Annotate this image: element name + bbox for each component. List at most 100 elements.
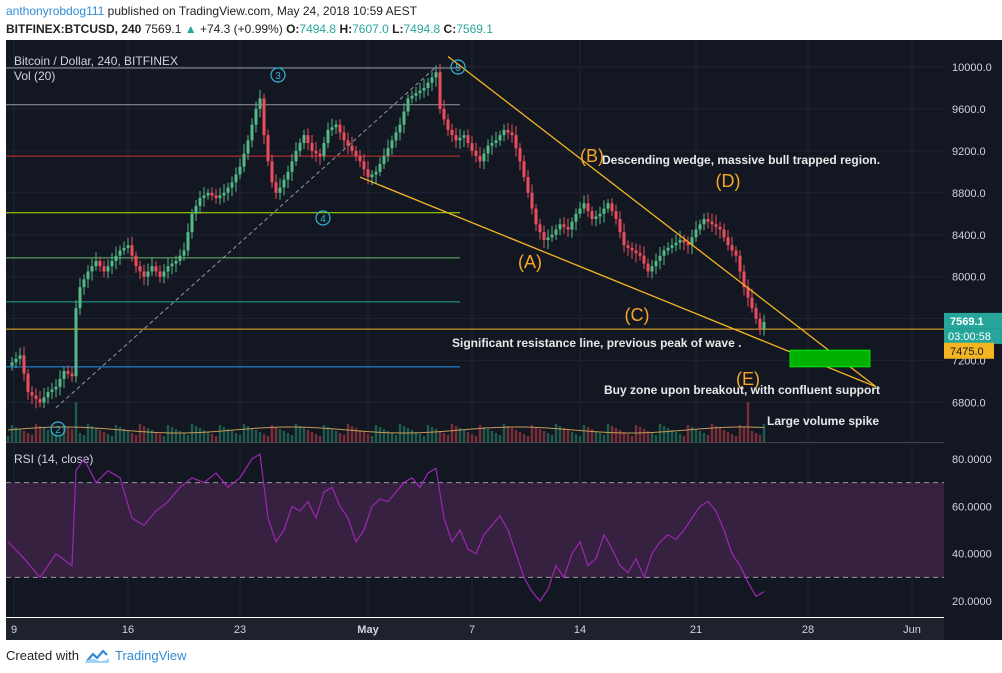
candle-body	[670, 245, 674, 248]
y-tick-label: 9600.0	[952, 104, 986, 116]
volume-bar	[50, 432, 54, 442]
y-tick-label: 9200.0	[952, 146, 986, 158]
volume-bar	[722, 430, 726, 442]
high-value: 7607.0	[352, 22, 389, 36]
volume-bar	[538, 429, 542, 442]
volume-bar	[682, 436, 686, 442]
volume-bar	[582, 425, 586, 442]
candle-body	[594, 216, 598, 220]
candle-body	[554, 229, 558, 235]
candle-body	[518, 148, 522, 162]
candle-body	[490, 143, 494, 146]
volume-bar	[522, 434, 526, 442]
open-label: O:	[286, 22, 300, 36]
candle-body	[86, 271, 90, 280]
volume-bar	[214, 436, 218, 442]
volume-bar	[414, 432, 418, 442]
volume-bar	[122, 429, 126, 442]
publish-line: anthonyrobdog111 published on TradingVie…	[6, 4, 417, 18]
volume-bar	[274, 427, 278, 442]
volume-bar	[718, 428, 722, 442]
volume-bar	[342, 435, 346, 442]
volume-bar	[762, 424, 766, 442]
volume-bar	[210, 434, 214, 442]
author-link[interactable]: anthonyrobdog111	[6, 4, 105, 18]
candle-body	[310, 143, 314, 151]
candle-body	[362, 161, 366, 170]
low-label: L:	[392, 22, 404, 36]
candle-body	[330, 127, 334, 130]
candle-body	[266, 135, 270, 162]
candle-body	[714, 224, 718, 227]
volume-bar	[446, 435, 450, 442]
candle-body	[402, 111, 406, 125]
candle-body	[454, 135, 458, 141]
volume-bar	[598, 433, 602, 442]
volume-bar	[102, 432, 106, 442]
candle-body	[342, 132, 346, 141]
candle-body	[750, 297, 754, 309]
price-change: +74.3 (+0.99%)	[199, 22, 283, 36]
volume-bar	[350, 426, 354, 442]
candle-body	[474, 150, 478, 157]
volume-bar	[502, 424, 506, 442]
volume-bar	[422, 436, 426, 442]
candle-body	[626, 245, 630, 248]
volume-bar	[526, 436, 530, 442]
tradingview-link[interactable]: TradingView	[114, 648, 187, 663]
volume-bar	[646, 431, 650, 442]
chart-title: Bitcoin / Dollar, 240, BITFINEX	[14, 54, 178, 68]
candle-body	[546, 237, 550, 240]
candle-body	[218, 195, 222, 199]
rsi-band	[6, 482, 944, 578]
volume-bar	[378, 427, 382, 442]
volume-bar	[614, 428, 618, 442]
candle-body	[506, 129, 510, 133]
volume-bar	[46, 430, 50, 442]
candle-body	[94, 260, 98, 267]
volume-bar	[90, 426, 94, 442]
candle-body	[318, 153, 322, 157]
candle-body	[682, 240, 686, 243]
volume-bar	[498, 435, 502, 442]
volume-bar	[222, 427, 226, 442]
candle-body	[514, 135, 518, 149]
wave-label-circle	[50, 421, 66, 437]
countdown-tag	[944, 328, 1002, 344]
wave-annotation-a: (A)	[518, 252, 542, 272]
candle-body	[538, 224, 542, 233]
x-tick-label: 14	[574, 624, 586, 636]
candle-body	[34, 395, 38, 400]
candle-body	[350, 145, 354, 151]
volume-bar	[454, 426, 458, 442]
wave-label-circle	[270, 67, 286, 83]
volume-bar	[42, 428, 46, 442]
candle-body	[90, 266, 94, 272]
chart-area[interactable]: 6800.07200.07600.08000.08400.08800.09200…	[0, 40, 1002, 640]
candle-body	[190, 213, 194, 233]
volume-bar	[734, 436, 738, 442]
volume-bar	[510, 428, 514, 442]
candle-body	[158, 271, 162, 277]
volume-bar	[14, 427, 18, 442]
wave-label: 2	[55, 425, 61, 436]
volume-bar	[638, 427, 642, 442]
volume-bar	[570, 432, 574, 442]
wave-annotation-e: (E)	[736, 369, 760, 389]
volume-bar	[70, 429, 74, 442]
volume-bar	[126, 431, 130, 442]
volume-bar	[246, 426, 250, 442]
volume-bar	[450, 424, 454, 442]
candle-body	[694, 229, 698, 238]
candle-body	[338, 124, 342, 133]
candle-body	[250, 124, 254, 141]
candle-body	[754, 308, 758, 319]
candle-body	[666, 247, 670, 251]
volume-bar	[346, 424, 350, 442]
volume-bar	[550, 435, 554, 442]
volume-bar	[198, 428, 202, 442]
volume-bar	[758, 435, 762, 442]
volume-bar	[306, 430, 310, 442]
volume-bar	[82, 435, 86, 442]
